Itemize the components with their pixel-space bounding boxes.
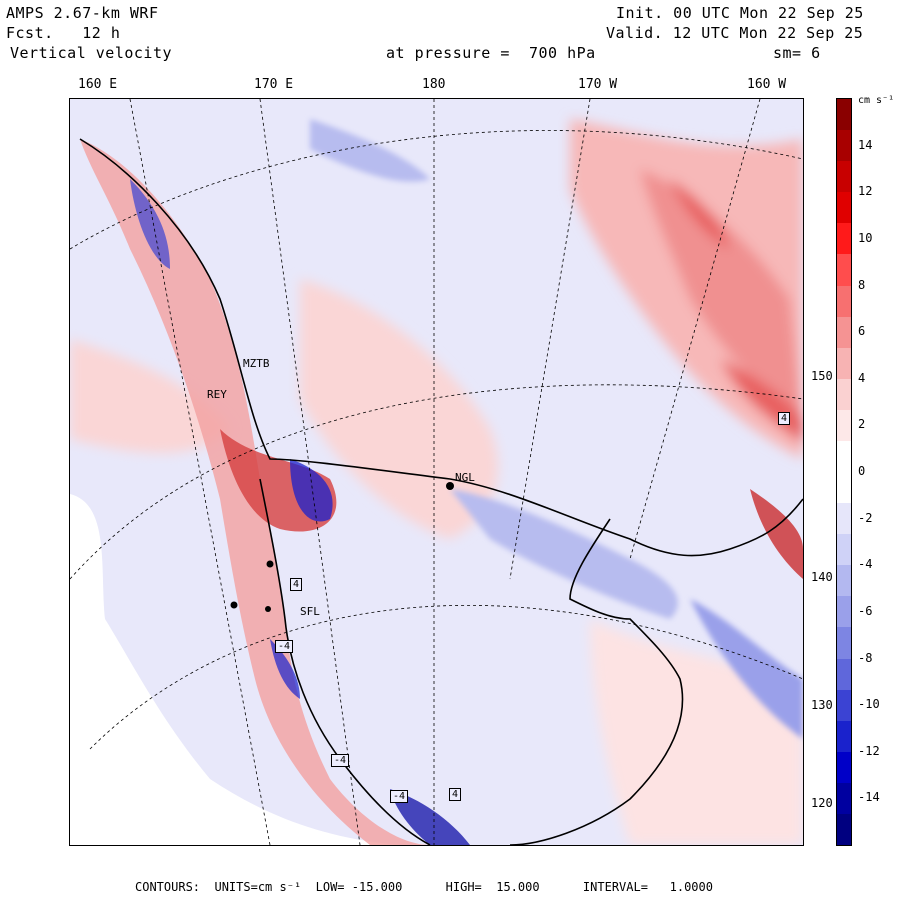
colorbar-tick-label: -6: [858, 603, 873, 618]
contour-label: -4: [275, 640, 294, 653]
colorbar-segment: [837, 409, 851, 442]
colorbar-tick-label: -12: [858, 743, 880, 758]
contour-label: 4: [449, 788, 462, 801]
colorbar-tick-label: 8: [858, 277, 866, 292]
colorbar-segment: [837, 99, 851, 131]
colorbar-tick-label: -4: [858, 557, 873, 572]
colorbar-segment: [837, 813, 851, 846]
site-label-sfl: SFL: [300, 605, 320, 618]
colorbar-segment: [837, 161, 851, 193]
contour-label: 4: [290, 578, 303, 591]
colorbar-segment: [837, 658, 851, 691]
fcst-label: Fcst.: [6, 24, 54, 42]
colorbar-segment: [837, 192, 851, 224]
colorbar-tick-label: 12: [858, 184, 873, 199]
model-title: AMPS 2.67-km WRF: [6, 4, 159, 22]
colorbar-segment: [837, 627, 851, 659]
smoothing: sm= 6: [773, 44, 821, 62]
colorbar-tick-label: 0: [858, 464, 866, 478]
colorbar-segment: [837, 751, 851, 784]
negative-region-ross: [310, 119, 803, 739]
valid-time: Valid. 12 UTC Mon 22 Sep 25: [606, 24, 864, 42]
colorbar-tick-label: 2: [858, 417, 866, 432]
colorbar-segment: [837, 596, 851, 628]
colorbar-segment: [837, 223, 851, 255]
fcst-value: 12 h: [82, 24, 121, 42]
colorbar-segment: [837, 689, 851, 722]
colorbar-tick-label: -14: [858, 790, 880, 805]
station-markers: [230, 482, 454, 612]
site-label-ngl: NGL: [455, 471, 475, 484]
coastline: [79, 138, 803, 845]
contour-label: 4: [778, 412, 791, 425]
colorbar-segment: [837, 378, 851, 411]
colorbar-segment: [837, 503, 851, 535]
contour-info-footer: CONTOURS: UNITS=cm s⁻¹ LOW= -15.000 HIGH…: [135, 880, 713, 894]
positive-region-northeast: [570, 119, 803, 459]
colorbar: [836, 98, 852, 846]
out-of-domain-region: [70, 494, 400, 845]
lon-label-170e: 170 E: [254, 77, 294, 92]
lon-label-180: 180: [422, 77, 446, 92]
colorbar-segment: [837, 130, 851, 162]
forecast-label: Fcst. 12 h: [6, 24, 120, 42]
site-label-mztb: MZTB: [243, 357, 270, 370]
colorbar-tick-label: -8: [858, 650, 873, 665]
lon-label-160e: 160 E: [78, 77, 118, 92]
colorbar-segment: [837, 254, 851, 286]
map-svg: [70, 99, 803, 845]
lon-label-170w: 170 W: [578, 77, 618, 92]
colorbar-segment: [837, 565, 851, 597]
contour-label: -4: [331, 754, 350, 767]
colorbar-tick-label: -10: [858, 697, 880, 712]
vertical-velocity-map: [69, 98, 804, 846]
colorbar-tick-label: 6: [858, 324, 866, 339]
colorbar-segment: [837, 782, 851, 815]
colorbar-tick-label: 14: [858, 137, 873, 152]
colorbar-tick-label: 4: [858, 370, 866, 385]
colorbar-units: cm s⁻¹: [858, 95, 895, 106]
field-name: Vertical velocity: [10, 44, 173, 62]
colorbar-tick-label: 10: [858, 230, 873, 245]
colorbar-segment: [837, 534, 851, 566]
coastal-activity-strip: [80, 139, 803, 845]
colorbar-segment: [837, 285, 851, 318]
lon-label-160w: 160 W: [747, 77, 787, 92]
colorbar-tick-label: -2: [858, 510, 873, 525]
graticule: [70, 99, 803, 845]
init-time: Init. 00 UTC Mon 22 Sep 25: [616, 4, 864, 22]
pressure-level: at pressure = 700 hPa: [386, 44, 596, 62]
colorbar-segment: [837, 440, 851, 473]
colorbar-segment: [837, 347, 851, 380]
contour-label: -4: [390, 790, 409, 803]
colorbar-segment: [837, 316, 851, 349]
colorbar-segment: [837, 720, 851, 753]
colorbar-segment: [837, 472, 851, 504]
site-label-rey: REY: [207, 388, 227, 401]
